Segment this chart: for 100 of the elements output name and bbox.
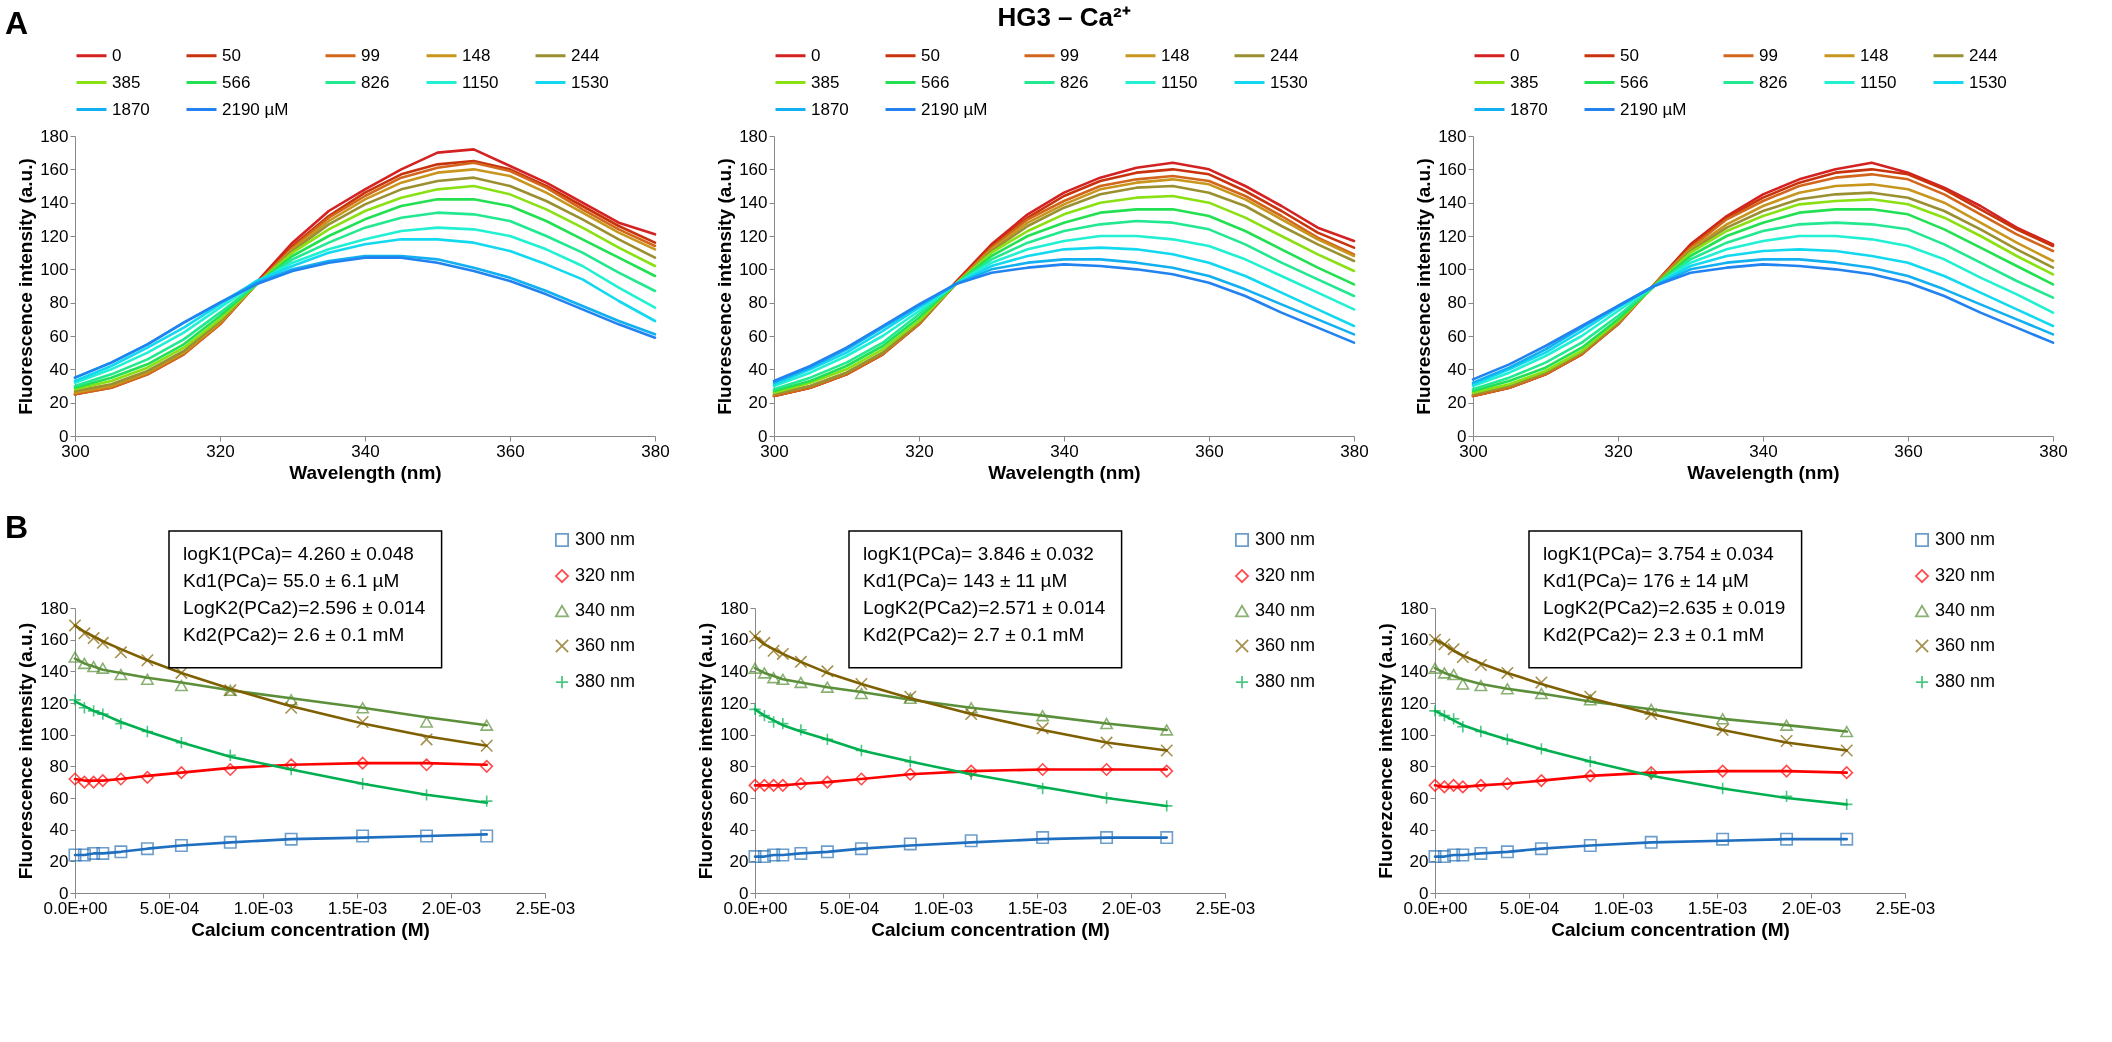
point [284,694,298,706]
y-tick-label: 20 [1409,851,1429,871]
y-tick-label: 20 [729,851,749,871]
y-tick-label: 120 [739,226,768,246]
point [96,707,110,721]
legend-label: 826 [1060,72,1089,92]
y-tick-label: 20 [1447,393,1467,413]
point [1644,703,1658,716]
legend-label: 1150 [1860,72,1897,92]
x-tick-label: 340 [1749,441,1778,461]
point [480,719,494,731]
point [77,775,91,789]
point [1644,835,1658,849]
legend-label: 380 nm [1255,671,1316,692]
y-tick-label: 180 [40,598,69,618]
point [964,702,978,714]
point [820,681,834,693]
point [1534,675,1548,689]
point [68,848,82,862]
point [87,631,101,645]
legend-label: 320 nm [1255,565,1316,586]
y-tick-label: 20 [49,851,69,871]
y-tick-label: 100 [720,725,749,745]
point [1160,831,1174,845]
y-tick-label: 140 [720,661,749,681]
legend-label: 360 nm [1935,635,1996,656]
x-tick-label: 340 [351,441,380,461]
legend-label: 1150 [462,72,499,92]
point [794,676,808,689]
point [1534,742,1548,756]
x-tick-label: 340 [1050,441,1079,461]
y-tick-label: 40 [49,820,69,840]
point [1840,725,1854,738]
point [1160,744,1174,757]
point [1534,774,1548,788]
y-tick-label: 120 [1438,226,1467,246]
y-tick-label: 120 [720,693,749,713]
point [767,671,781,684]
point [1447,642,1461,656]
point [1716,832,1730,846]
point [77,848,91,862]
point [480,794,494,808]
x-tick-label: 1.5E-03 [1687,898,1748,918]
point [964,707,978,721]
point [420,716,434,728]
point [1437,667,1451,679]
point [1534,687,1548,700]
legend-label: 148 [462,45,491,65]
point [96,662,110,674]
point [87,846,101,860]
point [174,766,188,780]
point [140,770,154,784]
legend-label: 380 nm [575,671,636,692]
y-tick-label: 140 [1400,661,1429,681]
point [767,644,781,658]
y-axis-title: Fluorezcence intensity (a.u.) [1375,623,1397,879]
y-axis-title: Fluorescence intensity (a.u.) [695,622,717,880]
y-tick-label: 20 [748,393,768,413]
legend-label: 50 [222,45,241,65]
point [757,850,771,864]
point [223,763,237,776]
point [1447,668,1461,681]
x-tick-label: 5.0E-04 [1499,898,1560,918]
x-tick-label: 360 [1894,441,1923,461]
x-axis-title: Calcium concentration (M) [871,918,1110,940]
x-tick-label: 1.0E-03 [913,898,974,918]
point [1036,709,1050,722]
x-tick-label: 2.5E-03 [1875,898,1936,918]
point [1437,780,1451,794]
point [420,758,434,772]
point [757,778,771,792]
point [1840,744,1854,757]
point [480,759,494,773]
point [1456,780,1470,794]
legend-label: 2190 µM [222,99,289,119]
point [480,829,494,843]
legend-label: 380 nm [1935,671,1996,692]
point [96,774,110,788]
y-tick-label: 80 [729,756,749,776]
point [284,758,298,772]
point [820,845,834,859]
point [284,701,298,715]
point [1780,764,1794,778]
legend-label: 300 nm [1255,529,1316,550]
y-tick-label: 160 [1438,159,1467,179]
point [1500,683,1514,695]
point [1447,712,1461,726]
legend-label: 320 nm [575,565,636,586]
point [114,772,128,786]
point [1456,848,1470,862]
point [1100,831,1114,845]
x-tick-label: 2.5E-03 [1195,898,1256,918]
y-tick-label: 80 [748,293,768,313]
legend-label: 566 [222,72,251,92]
y-axis-title: Fluorescence intensity (a.u.) [15,158,37,415]
point [356,756,370,770]
legend-label: 244 [1270,45,1299,65]
text: B [5,509,29,546]
x-tick-label: 1.5E-03 [327,898,388,918]
point [1100,717,1114,730]
